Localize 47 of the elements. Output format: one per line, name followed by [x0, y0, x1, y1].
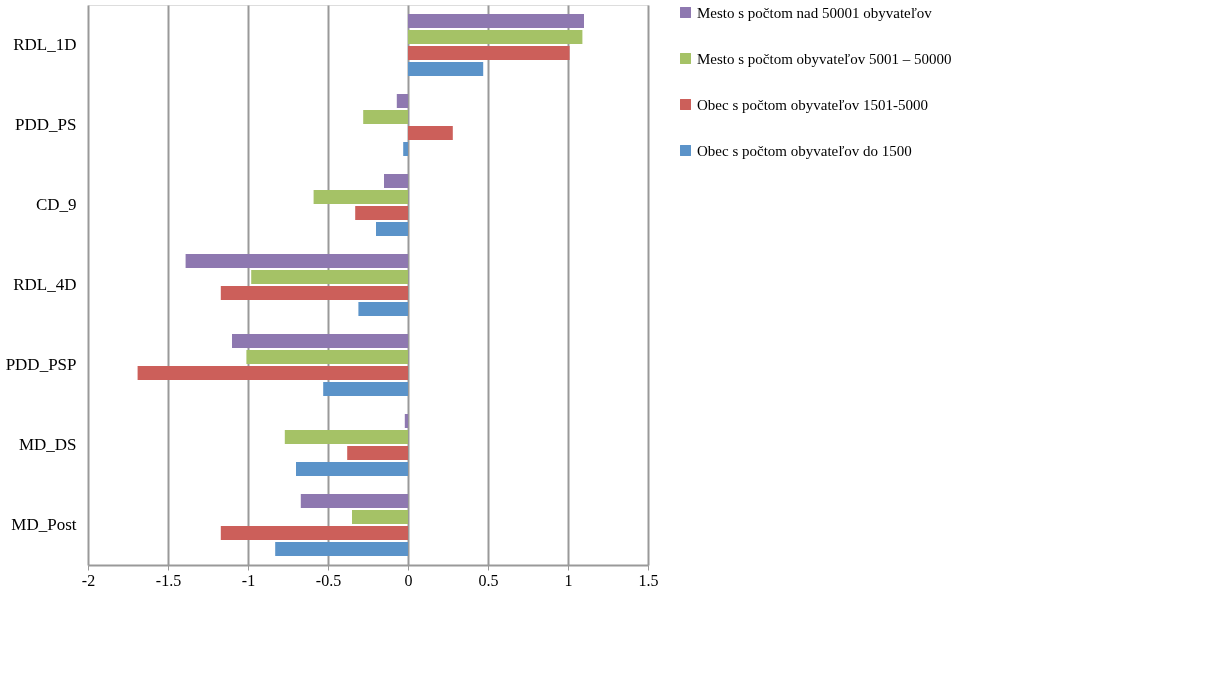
bar: [323, 382, 408, 396]
bar: [284, 430, 408, 444]
y-tick-label: MD_Post: [11, 515, 77, 534]
bar: [296, 462, 408, 476]
bar: [300, 494, 408, 508]
bar: [408, 46, 570, 60]
x-tick-label: -0.5: [315, 571, 342, 589]
y-tick-label: PDD_PS: [15, 115, 77, 134]
bar: [408, 30, 583, 44]
legend-label: Mesto s počtom nad 50001 obyvateľov: [697, 4, 933, 21]
bar: [246, 350, 408, 364]
x-tick-label: 1.5: [638, 571, 659, 589]
bar: [408, 14, 584, 28]
bar: [313, 190, 408, 204]
bar: [137, 366, 408, 380]
x-tick-label: 0.5: [478, 571, 499, 589]
bar: [384, 174, 408, 188]
bar: [232, 334, 408, 348]
x-tick-label: -2: [81, 571, 96, 589]
bar: [251, 270, 408, 284]
bar: [404, 414, 408, 428]
bar: [403, 142, 408, 156]
bar: [408, 126, 453, 140]
x-tick-label: -1: [241, 571, 256, 589]
x-tick-label: 1: [564, 571, 573, 589]
legend-label: Obec s počtom obyvateľov 1501-5000: [697, 96, 929, 113]
bar: [220, 286, 408, 300]
bar: [275, 542, 408, 556]
bar: [358, 302, 408, 316]
bar: [408, 62, 484, 76]
y-tick-label: RDL_1D: [13, 35, 77, 54]
x-tick-label: -1.5: [155, 571, 182, 589]
bar: [376, 222, 408, 236]
bar: [185, 254, 408, 268]
y-tick-label: RDL_4D: [13, 275, 77, 294]
bar: [396, 94, 408, 108]
y-tick-label: CD_9: [35, 195, 77, 214]
y-tick-label: MD_DS: [18, 435, 77, 454]
bar: [352, 510, 408, 524]
legend-label: Obec s počtom obyvateľov do 1500: [697, 142, 912, 159]
legend-label: Mesto s počtom obyvateľov 5001 – 50000: [697, 50, 952, 67]
bar: [347, 446, 408, 460]
bar: [363, 110, 408, 124]
y-tick-label: PDD_PSP: [5, 355, 77, 374]
x-tick-label: 0: [404, 571, 413, 589]
bar: [355, 206, 408, 220]
bar: [220, 526, 408, 540]
